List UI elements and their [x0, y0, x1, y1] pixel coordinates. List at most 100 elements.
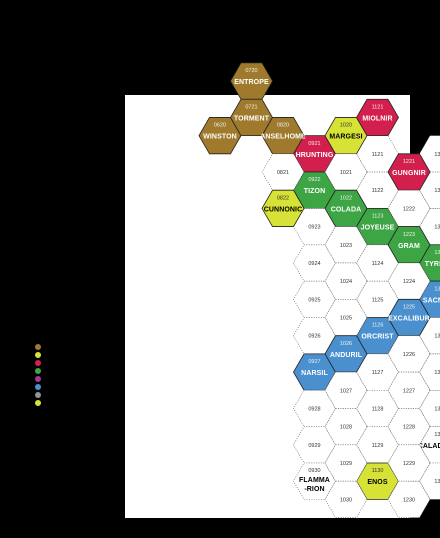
hex-1224[interactable]: 1224 — [387, 262, 431, 300]
hex-shape — [324, 262, 368, 300]
hex-code: 1029 — [340, 461, 352, 467]
hex-shape — [387, 480, 431, 518]
hex-1025[interactable]: 1025 — [324, 299, 368, 337]
hex-code: 0927 — [308, 359, 320, 365]
legend-dot-yellow — [35, 352, 41, 358]
hex-flamma-rion[interactable]: 0930 FLAMMA -RION — [293, 462, 336, 500]
hex-code: 0922 — [308, 177, 320, 183]
hex-name: ORCRIST — [361, 334, 394, 341]
hex-code: 1321 — [434, 152, 440, 158]
hex-shape — [387, 262, 431, 300]
hex-1021[interactable]: 1021 — [324, 153, 368, 191]
hex-name: NARSIL — [301, 370, 328, 377]
hex-code: 1122 — [372, 188, 384, 194]
hex-name: GRAM — [398, 243, 420, 250]
hex-code: 1221 — [403, 159, 415, 165]
hex-anduril[interactable]: 1026 ANDURIL — [324, 335, 368, 373]
hex-code: 1224 — [403, 279, 415, 285]
hex-code: 1323 — [434, 225, 440, 231]
hex-name: ANDURIL — [330, 352, 363, 359]
hex-name: TIZON — [304, 188, 326, 195]
legend-dot-gray — [35, 392, 41, 398]
hex-0926[interactable]: 0926 — [293, 317, 336, 355]
hex-name: MIOLNIR — [362, 115, 392, 122]
hex-code: 1229 — [403, 461, 415, 467]
hex-code: 0720 — [245, 68, 257, 74]
hex-0924[interactable]: 0924 — [293, 244, 336, 282]
hex-code: 1329 — [434, 432, 440, 438]
hex-shape — [293, 389, 336, 427]
hex-shape — [293, 462, 336, 500]
hex-code: 1228 — [403, 425, 415, 431]
hex-shape — [261, 189, 305, 227]
hex-0928[interactable]: 0928 — [293, 389, 336, 427]
legend-dot-brown — [35, 344, 41, 350]
hex-code: 0821 — [277, 170, 289, 176]
hex-code: 1023 — [340, 243, 352, 249]
hex-shape — [293, 280, 336, 318]
hex-shape — [293, 426, 336, 464]
hex-colada[interactable]: 1022 COLADA — [324, 189, 368, 227]
hex-code: 1021 — [340, 170, 352, 176]
hex-torment[interactable]: 0721 TORMENT — [230, 98, 273, 137]
hex-code: 1227 — [403, 388, 415, 394]
hex-shape — [387, 189, 431, 227]
hex-name: ANSELHOME — [260, 134, 306, 141]
hex-code: 1320 — [434, 479, 440, 485]
hex-code: 1322 — [434, 188, 440, 194]
hex-shape — [324, 371, 368, 409]
hex-entrope[interactable]: 0720 ENTROPE — [230, 62, 273, 100]
hex-name: HRUNTING — [296, 152, 334, 159]
hex-shape — [324, 444, 368, 482]
hex-1228[interactable]: 1228 — [387, 408, 431, 446]
hex-code: 1121 — [372, 104, 384, 110]
hex-shape — [324, 299, 368, 337]
hex-1023[interactable]: 1023 — [324, 226, 368, 264]
hex-code: 1025 — [340, 316, 352, 322]
hex-1222[interactable]: 1222 — [387, 189, 431, 227]
hex-1028[interactable]: 1028 — [324, 408, 368, 446]
hex-1227[interactable]: 1227 — [387, 371, 431, 409]
hex-name: EXCALIBUR — [388, 316, 430, 323]
hex-code: 1223 — [403, 232, 415, 238]
legend-dot-green — [35, 368, 41, 374]
hex-code: 1129 — [372, 443, 384, 449]
hex-0925[interactable]: 0925 — [293, 280, 336, 318]
hex-shape — [387, 444, 431, 482]
hex-1229[interactable]: 1229 — [387, 444, 431, 482]
hex-shape — [324, 480, 368, 518]
hex-1226[interactable]: 1226 — [387, 335, 431, 373]
hex-1230[interactable]: 1230 — [387, 480, 431, 518]
hex-code: 1022 — [340, 195, 352, 201]
hex-code: 1123 — [372, 214, 384, 220]
hex-code: 1324 — [434, 250, 440, 256]
hex-0821[interactable]: 0821 — [261, 153, 305, 191]
hex-code: 1328 — [434, 406, 440, 412]
hex-1029[interactable]: 1029 — [324, 444, 368, 482]
hex-code: 1230 — [403, 497, 415, 503]
hex-cunnonic[interactable]: 0822 CUNNONIC — [261, 189, 305, 227]
hex-code: 1226 — [403, 352, 415, 358]
hex-code: 1030 — [340, 497, 352, 503]
hex-gungnir[interactable]: 1221 GUNGNIR — [387, 153, 431, 191]
hex-name: ENTROPE — [234, 79, 269, 86]
hex-1027[interactable]: 1027 — [324, 371, 368, 409]
hex-name: CALADBOLG — [418, 443, 440, 450]
hex-0929[interactable]: 0929 — [293, 426, 336, 464]
hex-code: 1125 — [372, 297, 384, 303]
hex-code: 0820 — [277, 123, 289, 129]
hex-code: 0921 — [308, 141, 320, 147]
hex-code: 0929 — [308, 443, 320, 449]
hex-code: 0620 — [214, 123, 226, 129]
hex-1024[interactable]: 1024 — [324, 262, 368, 300]
hex-code: 1024 — [340, 279, 352, 285]
legend-dot-purple — [35, 376, 41, 382]
hex-name: FLAMMA — [299, 477, 330, 484]
hex-shape — [324, 153, 368, 191]
hex-code: 1028 — [340, 425, 352, 431]
hex-code: 1124 — [372, 261, 384, 267]
hex-miolnir[interactable]: 1121 MIOLNIR — [356, 98, 399, 137]
legend-dot-yellow — [35, 400, 41, 406]
hex-1030[interactable]: 1030 — [324, 480, 368, 518]
hex-name: ENOS — [367, 479, 387, 486]
